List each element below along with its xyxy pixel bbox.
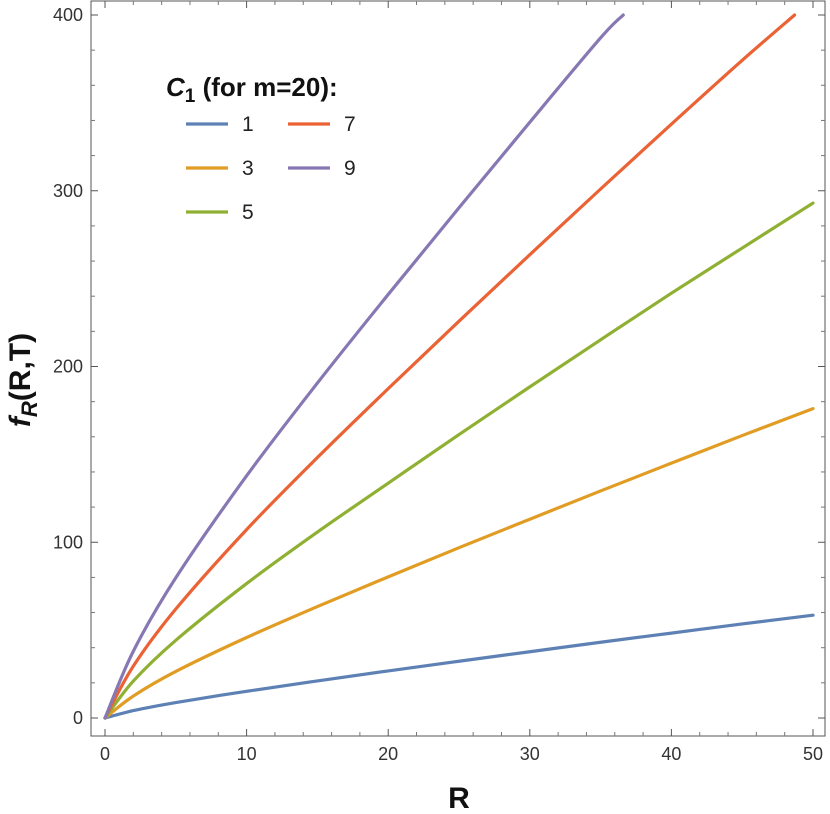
legend-label-5: 5 bbox=[242, 201, 254, 224]
y-axis-title: fR(R,T) bbox=[4, 333, 42, 427]
legend-label-9: 9 bbox=[344, 157, 356, 180]
series-line-5 bbox=[103, 201, 815, 720]
x-tick-label: 0 bbox=[100, 744, 110, 764]
series-line-1 bbox=[103, 613, 815, 720]
y-axis-title-sub: R bbox=[17, 401, 42, 417]
x-tick-label: 10 bbox=[237, 744, 257, 764]
legend-label-7: 7 bbox=[344, 113, 356, 136]
legend-title-rest: (for m=20): bbox=[195, 72, 337, 102]
x-axis-title: R bbox=[448, 782, 470, 814]
series-line-9 bbox=[103, 13, 625, 720]
y-axis-title-rest: (R,T) bbox=[4, 333, 37, 401]
legend-label-1: 1 bbox=[242, 113, 254, 136]
series-line-3 bbox=[103, 407, 815, 720]
y-tick-label: 400 bbox=[53, 5, 83, 25]
legend-entries: 1 3 5 7 9 bbox=[186, 113, 356, 224]
axis-ticks: 0 10 20 30 40 50 0 100 200 300 400 bbox=[53, 1, 825, 764]
series-lines bbox=[103, 13, 815, 720]
y-tick-label: 200 bbox=[53, 357, 83, 377]
y-tick-label: 0 bbox=[73, 708, 83, 728]
x-tick-label: 20 bbox=[378, 744, 398, 764]
legend-label-3: 3 bbox=[242, 157, 254, 180]
plot-frame bbox=[90, 0, 826, 737]
x-tick-label: 50 bbox=[803, 744, 823, 764]
series-line-7 bbox=[103, 13, 797, 720]
legend-title-main: C bbox=[166, 72, 186, 102]
y-tick-label: 300 bbox=[53, 181, 83, 201]
y-axis-title-main: f bbox=[4, 414, 37, 427]
x-tick-label: 40 bbox=[661, 744, 681, 764]
legend-title-sub: 1 bbox=[185, 86, 196, 107]
y-tick-label: 100 bbox=[53, 532, 83, 552]
legend-title: C1 (for m=20): bbox=[166, 72, 338, 107]
x-tick-label: 30 bbox=[520, 744, 540, 764]
